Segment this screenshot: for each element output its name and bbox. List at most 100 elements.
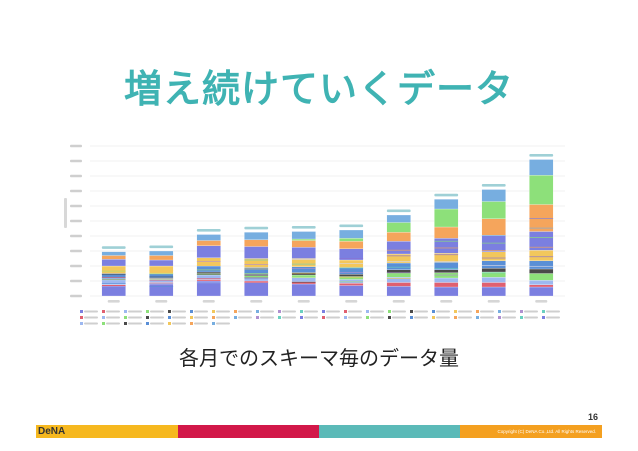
bar-stripe	[244, 281, 269, 283]
legend-swatch	[542, 310, 545, 313]
legend-label	[150, 310, 164, 313]
legend-label	[84, 310, 98, 313]
legend-label	[414, 316, 428, 319]
legend-label	[348, 316, 362, 319]
bar-segment	[149, 250, 174, 256]
bar-segment	[434, 226, 459, 239]
legend-swatch	[256, 316, 259, 319]
legend-swatch	[146, 310, 149, 313]
x-tick-label	[297, 300, 310, 303]
legend-label	[370, 316, 384, 319]
bar-segment	[291, 274, 316, 278]
legend-label	[216, 316, 230, 319]
legend-swatch	[300, 316, 303, 319]
bar-stripe	[149, 270, 174, 272]
bar-segment	[291, 231, 316, 240]
legend-swatch	[102, 310, 105, 313]
bar-stripe	[196, 273, 221, 275]
y-tick-label	[70, 219, 82, 223]
bar-segment	[434, 208, 459, 228]
legend-swatch	[124, 310, 127, 313]
data-label	[434, 193, 459, 197]
bar-segment	[196, 257, 221, 267]
bar-segment	[386, 282, 411, 287]
legend-label	[238, 310, 252, 313]
legend-label	[392, 310, 406, 313]
bar-stripe	[481, 265, 506, 266]
bar-segment	[339, 267, 364, 275]
bar-stripe	[481, 250, 506, 251]
bar-stripe	[529, 246, 554, 248]
bar-segment	[434, 269, 459, 273]
legend-swatch	[234, 316, 237, 319]
bar-segment	[529, 286, 554, 297]
data-label	[529, 154, 554, 157]
bar-stripe	[339, 272, 364, 273]
bar-segment	[386, 222, 411, 233]
bar-segment	[481, 251, 506, 261]
chart-svg	[64, 144, 565, 325]
legend-swatch	[212, 322, 215, 325]
bar-stripe	[101, 286, 126, 287]
y-tick-label	[70, 189, 82, 193]
bar-segment	[386, 214, 411, 223]
legend-label	[414, 310, 428, 313]
legend-swatch	[366, 316, 369, 319]
legend-swatch	[256, 310, 259, 313]
bar-stripe	[291, 263, 316, 265]
legend-label	[194, 310, 208, 313]
legend-label	[172, 310, 186, 313]
bar-segment	[291, 240, 316, 248]
legend-swatch	[168, 316, 171, 319]
bar-segment	[101, 265, 126, 274]
legend-label	[106, 316, 120, 319]
bar-segment	[101, 280, 126, 285]
bar-segment	[434, 199, 459, 210]
bar-segment	[339, 238, 364, 242]
bar-segment	[386, 272, 411, 278]
bar-segment	[434, 277, 459, 283]
bar-stripe	[244, 268, 269, 270]
legend-label	[304, 316, 318, 319]
bar-segment	[196, 271, 221, 274]
legend-label	[458, 310, 472, 313]
bar-stripe	[386, 255, 411, 257]
legend-swatch	[124, 322, 127, 325]
bar-segment	[244, 232, 269, 240]
bar-segment	[244, 246, 269, 259]
legend-label	[546, 310, 560, 313]
x-tick-label	[392, 300, 405, 303]
bar-stripe	[291, 277, 316, 278]
legend-swatch	[322, 310, 325, 313]
legend-label	[282, 310, 296, 313]
bar-stripe	[244, 259, 269, 261]
bar-segment	[339, 248, 364, 261]
legend-swatch	[146, 322, 149, 325]
bar-segment	[529, 284, 554, 288]
bar-stripe	[196, 282, 221, 284]
legend-label	[150, 322, 164, 325]
footer-segment-yellow	[36, 425, 178, 438]
bar-segment	[244, 275, 269, 278]
legend-swatch	[388, 310, 391, 313]
bar-segment	[386, 262, 411, 270]
legend-label	[84, 322, 98, 325]
bar-stripe	[529, 265, 554, 267]
bar-segment	[291, 247, 316, 259]
legend-swatch	[234, 310, 237, 313]
bar-segment	[529, 260, 554, 270]
bar-segment	[434, 286, 459, 297]
legend-label	[392, 316, 406, 319]
bar-stripe	[529, 237, 554, 239]
bar-segment	[434, 238, 459, 254]
bar-stripe	[481, 242, 506, 244]
legend-label	[370, 310, 384, 313]
legend-swatch	[344, 316, 347, 319]
bar-segment	[481, 286, 506, 297]
x-tick-label	[535, 300, 548, 303]
legend-label	[84, 316, 98, 319]
bar-segment	[101, 284, 126, 287]
bar-stripe	[386, 261, 411, 262]
legend-swatch	[168, 322, 171, 325]
bar-stripe	[291, 268, 316, 269]
